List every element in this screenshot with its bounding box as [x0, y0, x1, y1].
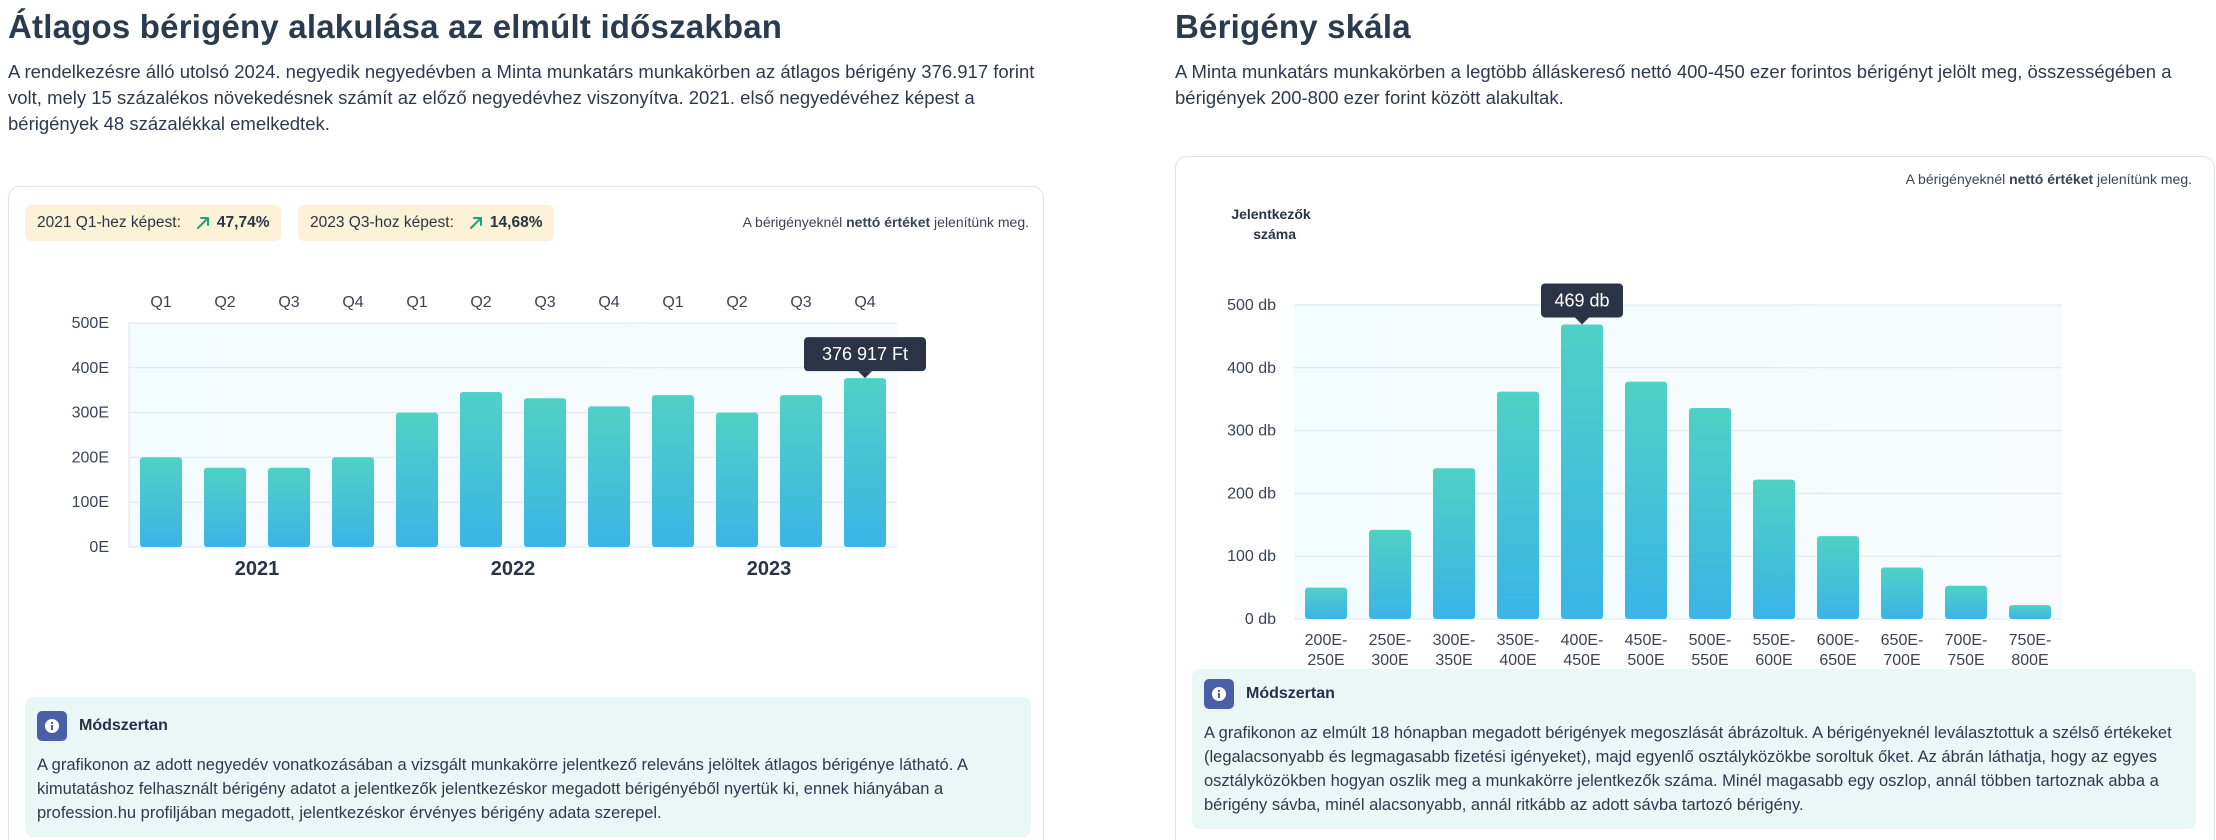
bar	[396, 412, 438, 547]
bar	[140, 457, 182, 547]
average-salary-bar-chart: 0E 100E 200E 300E 400E 500E Q1 Q2 Q3 Q4 Q1 Q2 Q3 Q4 Q1…	[72, 294, 926, 580]
bar	[588, 406, 630, 547]
average-salary-description: A rendelkezésre álló utolsó 2024. negyed…	[8, 61, 1035, 134]
bar	[1753, 479, 1795, 619]
x-tick-label: Q2	[470, 294, 491, 311]
year-group-label: 2021	[235, 558, 280, 580]
tooltip-text: 376 917 Ft	[822, 344, 908, 364]
x-tick-label: 300E-350E	[1433, 632, 1476, 669]
methodology-title: Módszertan	[1246, 685, 1335, 702]
x-tick-label: Q4	[342, 294, 363, 311]
methodology-text: A grafikonon az elmúlt 18 hónapban megad…	[1204, 724, 2172, 814]
plot-background	[129, 323, 897, 547]
salary-scale-description: A Minta munkatárs munkakörben a legtöbb …	[1175, 61, 2172, 108]
net-value-note: A bérigényeknél nettó értéket jelenítünk…	[742, 214, 1029, 230]
bar	[524, 398, 566, 547]
salary-scale-section: Bérigény skála A Minta munkatárs munkakö…	[1175, 0, 2215, 840]
bar	[1689, 407, 1731, 619]
bar	[268, 467, 310, 547]
bar-tooltip: 469 db	[1541, 283, 1623, 325]
salary-scale-card: A bérigényeknél nettó értéket jelenítünk…	[1175, 156, 2215, 840]
bar	[844, 378, 886, 547]
x-tick-label: 350E-400E	[1497, 632, 1540, 669]
y-tick-label: 400 db	[1227, 360, 1276, 377]
x-tick-label: Q4	[854, 294, 875, 311]
y-tick-label: 300E	[72, 405, 109, 422]
y-tick-label: 200 db	[1227, 485, 1276, 502]
info-icon	[1204, 679, 1234, 709]
plot-background	[1294, 305, 2062, 619]
y-tick-label: 300 db	[1227, 423, 1276, 440]
tooltip-text: 469 db	[1554, 290, 1609, 310]
bar	[1305, 587, 1347, 619]
x-tick-label: 650E-700E	[1881, 632, 1924, 669]
x-tick-label: Q1	[150, 294, 171, 311]
salary-scale-bar-chart: Jelentkezők száma 0 db 100 db 200 db 300 db 40…	[1227, 206, 2062, 669]
x-tick-label: Q3	[790, 294, 811, 311]
badge-vs-2021q1: 2021 Q1-hez képest: 47,74%	[25, 205, 282, 241]
bar	[1561, 324, 1603, 619]
y-tick-label: 0 db	[1245, 611, 1276, 628]
info-icon	[37, 711, 67, 741]
x-tick-label: 250E-300E	[1369, 632, 1412, 669]
x-tick-label: Q3	[278, 294, 299, 311]
methodology-text: A grafikonon az adott negyedév vonatkozá…	[37, 756, 968, 822]
bar	[1497, 391, 1539, 619]
x-tick-label: Q4	[598, 294, 619, 311]
bar	[716, 412, 758, 547]
x-tick-label: 200E-250E	[1305, 632, 1348, 669]
x-tick-label: Q1	[406, 294, 427, 311]
x-tick-label: Q2	[726, 294, 747, 311]
year-group-label: 2023	[747, 558, 792, 580]
x-tick-label: 450E-500E	[1625, 632, 1668, 669]
bar	[460, 391, 502, 547]
salary-scale-title: Bérigény skála	[1175, 8, 1411, 45]
net-value-note: A bérigényeknél nettó értéket jelenítünk…	[1905, 171, 2192, 187]
x-tick-label: 550E-600E	[1753, 632, 1796, 669]
y-tick-label: 100 db	[1227, 548, 1276, 565]
average-salary-card: 2021 Q1-hez képest: 47,74% 2023 Q3-hoz k…	[8, 186, 1044, 840]
bar	[2009, 605, 2051, 619]
average-salary-section: Átlagos bérigény alakulása az elmúlt idő…	[8, 0, 1044, 840]
badge-value: 47,74%	[216, 214, 270, 231]
bar	[780, 395, 822, 547]
badge-label: 2023 Q3-hoz képest:	[310, 214, 454, 231]
bar	[1945, 585, 1987, 619]
bar	[1817, 536, 1859, 619]
y-tick-label: 0E	[89, 539, 109, 556]
y-tick-label: 500 db	[1227, 297, 1276, 314]
x-tick-label: 500E-550E	[1689, 632, 1732, 669]
methodology-box: Módszertan A grafikonon az elmúlt 18 hón…	[1192, 669, 2196, 829]
bar	[204, 467, 246, 547]
x-tick-label: Q1	[662, 294, 683, 311]
x-tick-label: Q3	[534, 294, 555, 311]
y-tick-label: 200E	[72, 449, 109, 466]
bar	[652, 395, 694, 547]
badge-value: 14,68%	[489, 214, 543, 231]
trend-up-arrow-icon	[469, 217, 482, 229]
y-tick-label: 400E	[72, 360, 109, 377]
badge-vs-2023q3: 2023 Q3-hoz képest: 14,68%	[298, 205, 555, 241]
x-tick-label: 600E-650E	[1817, 632, 1860, 669]
x-tick-label: 700E-750E	[1945, 632, 1988, 669]
bar	[332, 457, 374, 547]
badge-label: 2021 Q1-hez képest:	[37, 214, 181, 231]
bar	[1625, 381, 1667, 619]
trend-up-arrow-icon	[196, 217, 209, 229]
y-axis-title: Jelentkezők száma	[1231, 206, 1311, 242]
methodology-box: Módszertan A grafikonon az adott negyedé…	[25, 697, 1031, 837]
y-tick-label: 100E	[72, 494, 109, 511]
y-tick-label: 500E	[72, 315, 109, 332]
bar	[1881, 567, 1923, 619]
average-salary-title: Átlagos bérigény alakulása az elmúlt idő…	[8, 8, 783, 45]
x-tick-label: 750E-800E	[2009, 632, 2052, 669]
methodology-title: Módszertan	[79, 717, 168, 734]
year-group-label: 2022	[491, 558, 536, 580]
bar	[1369, 529, 1411, 619]
bar-tooltip: 376 917 Ft	[804, 337, 926, 379]
x-tick-label: Q2	[214, 294, 235, 311]
bar	[1433, 468, 1475, 619]
x-tick-label: 400E-450E	[1561, 632, 1604, 669]
